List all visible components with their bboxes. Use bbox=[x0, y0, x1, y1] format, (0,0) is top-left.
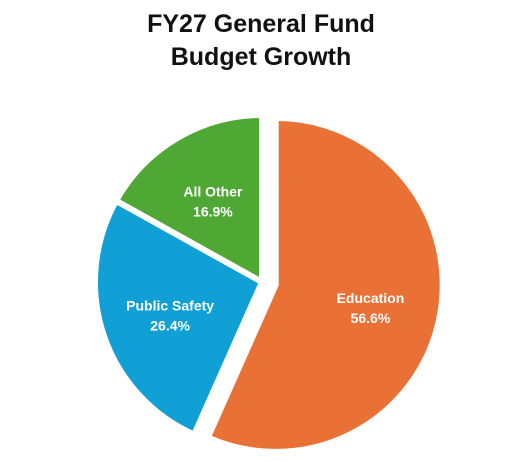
pie-labels: Education 56.6% Public Safety 26.4% All Othe… bbox=[126, 184, 404, 334]
slice-label-public-safety: Public Safety bbox=[126, 298, 214, 314]
slice-value-all-other: 16.9% bbox=[193, 204, 233, 220]
slice-label-education: Education bbox=[337, 290, 405, 306]
chart-title-line-1: FY27 General Fund bbox=[147, 10, 375, 38]
slice-value-public-safety: 26.4% bbox=[150, 318, 190, 334]
pie-slice-education bbox=[203, 114, 446, 455]
slice-label-all-other: All Other bbox=[183, 184, 243, 200]
chart-title-line-2: Budget Growth bbox=[170, 43, 352, 71]
pie-slices bbox=[92, 111, 446, 455]
chart-title: FY27 General Fund Budget Growth bbox=[0, 8, 522, 74]
slice-value-education: 56.6% bbox=[351, 310, 391, 326]
pie-slice-all-other bbox=[111, 111, 265, 288]
